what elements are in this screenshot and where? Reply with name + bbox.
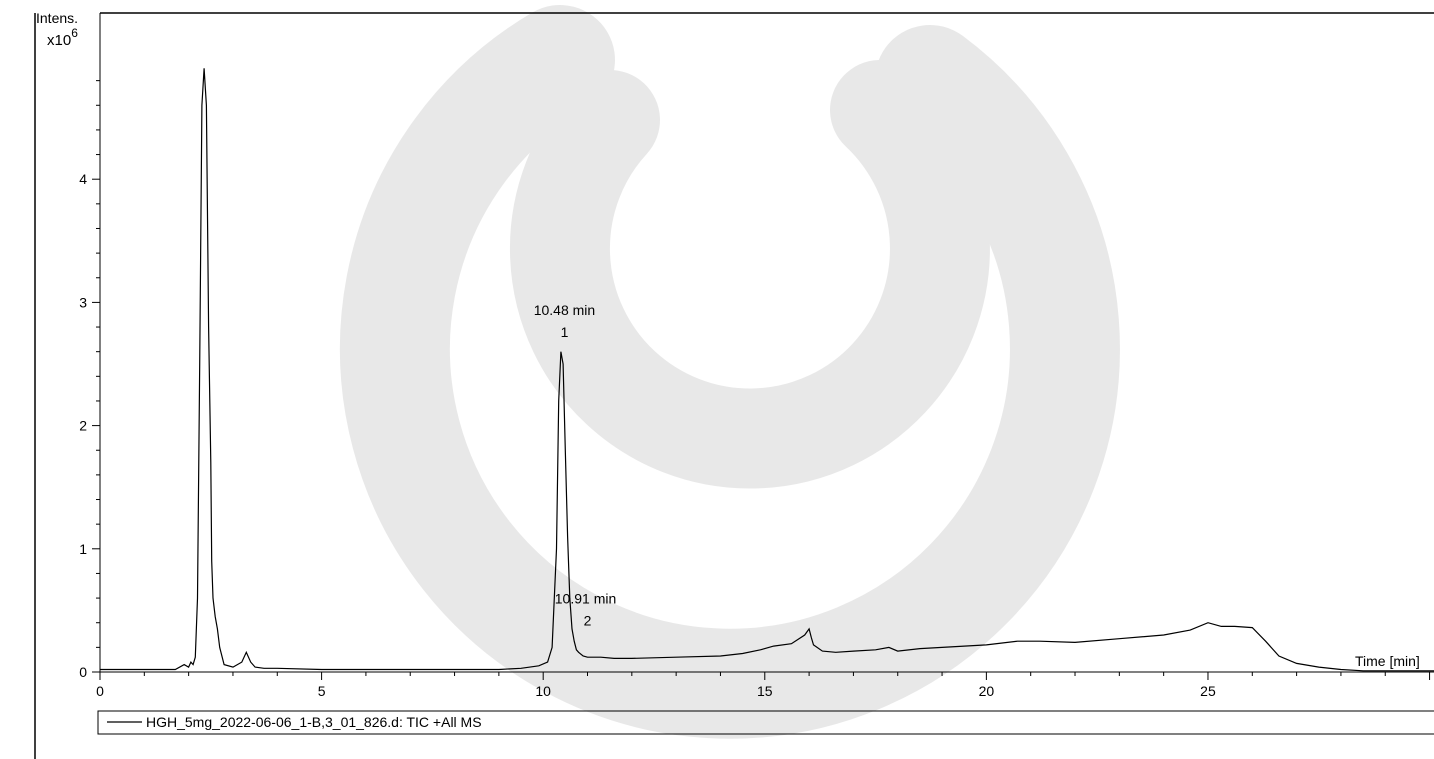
x-tick-label: 25 — [1200, 683, 1216, 699]
legend-box — [97, 710, 1434, 735]
tic-trace-line — [100, 68, 1434, 672]
x-tick-label: 5 — [318, 683, 326, 699]
axis-ticks — [92, 80, 1431, 680]
y-tick-label: 2 — [79, 418, 87, 434]
y-tick-label: 0 — [79, 664, 87, 680]
y-tick-label: 4 — [79, 171, 87, 187]
axis-tick-labels: 0 5 10 15 20 25 0 1 2 3 4 — [79, 171, 1216, 699]
y-tick-label: 3 — [79, 294, 87, 310]
x-tick-label: 0 — [96, 683, 104, 699]
y-axis-multiplier-exp: 6 — [71, 26, 78, 40]
peak-2-time-label: 10.91 min — [555, 590, 616, 606]
x-tick-label: 10 — [535, 683, 551, 699]
y-axis-title: Intens. — [36, 10, 78, 26]
peak-2-number-label: 2 — [584, 612, 592, 628]
watermark-logo — [339, 5, 1120, 739]
x-tick-label: 15 — [757, 683, 773, 699]
x-tick-label: 20 — [979, 683, 995, 699]
legend-series-name: HGH_5mg_2022-06-06_1-B,3_01_826.d: TIC +… — [146, 714, 482, 730]
y-tick-label: 1 — [79, 541, 87, 557]
peak-1-number-label: 1 — [561, 324, 569, 340]
legend: HGH_5mg_2022-06-06_1-B,3_01_826.d: TIC +… — [97, 710, 1434, 735]
peak-1-time-label: 10.48 min — [534, 302, 595, 318]
y-axis-multiplier: x106 — [47, 26, 78, 49]
x-axis-title: Time [min] — [1355, 653, 1420, 669]
y-axis-multiplier-base: x10 — [47, 32, 71, 49]
